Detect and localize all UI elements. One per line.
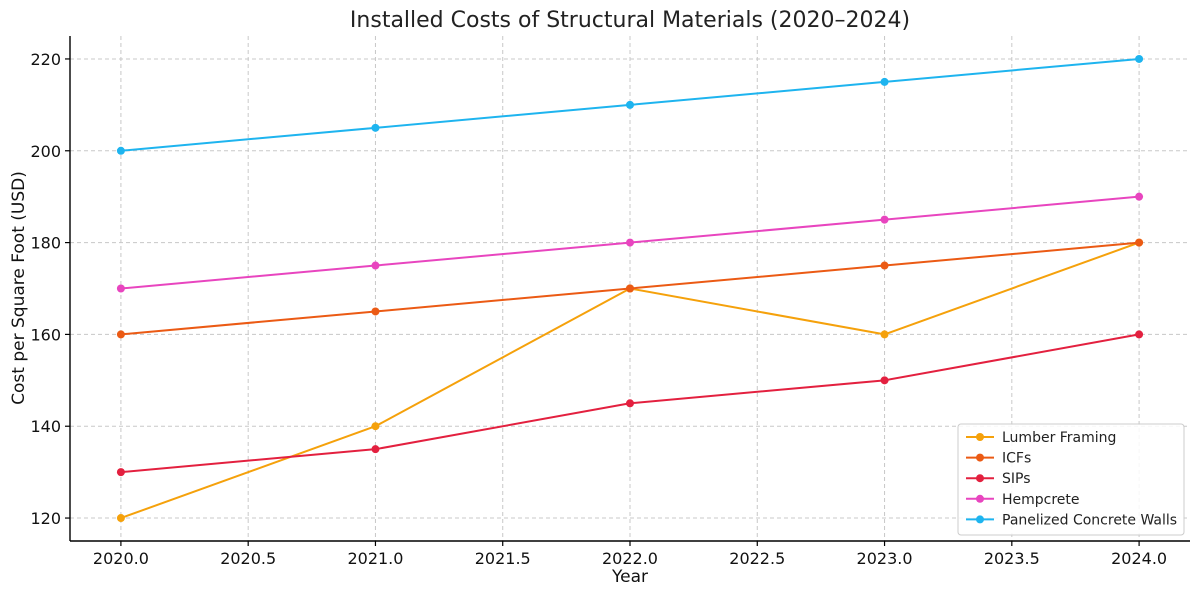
x-tick-label: 2021.5 — [475, 549, 531, 568]
y-tick-label: 220 — [30, 50, 61, 69]
legend-swatch-marker — [976, 433, 984, 441]
y-tick-label: 180 — [30, 234, 61, 253]
x-tick-label: 2023.0 — [857, 549, 913, 568]
data-point-icfs — [116, 330, 125, 339]
data-point-panelized-concrete-walls — [880, 77, 889, 86]
data-point-hempcrete — [371, 261, 380, 270]
x-tick-label: 2022.0 — [602, 549, 658, 568]
legend-item-lumber-framing: Lumber Framing — [966, 430, 1116, 446]
legend-label: Panelized Concrete Walls — [1002, 512, 1177, 528]
data-point-icfs — [371, 307, 380, 316]
legend-swatch-marker — [976, 474, 984, 483]
data-point-icfs — [880, 261, 889, 270]
data-point-sips — [1135, 330, 1144, 339]
x-axis-label: Year — [611, 567, 648, 587]
x-tick-label: 2022.5 — [729, 549, 785, 568]
data-point-hempcrete — [880, 215, 889, 224]
series-hempcrete — [116, 192, 1144, 293]
legend-box — [957, 423, 1185, 536]
legend: Lumber Framing ICFs SIPs Hempcrete Panelized… — [957, 423, 1185, 536]
data-point-lumber-framing — [880, 330, 889, 339]
axes: 2020.0 2020.5 2021.0 2021.5 2022.0 2022.5 2023… — [30, 36, 1190, 568]
data-point-lumber-framing — [116, 514, 125, 523]
legend-label: ICFs — [1002, 451, 1031, 467]
legend-swatch-marker — [976, 453, 984, 462]
data-point-lumber-framing — [371, 422, 380, 431]
x-tick-label: 2024.0 — [1111, 549, 1167, 568]
series-layer — [116, 54, 1144, 523]
y-tick-label: 140 — [30, 417, 61, 436]
data-point-icfs — [626, 284, 634, 293]
legend-swatch-marker — [976, 515, 984, 524]
legend-item-icfs: ICFs — [966, 451, 1031, 467]
data-point-hempcrete — [1135, 192, 1144, 201]
series-icfs — [116, 238, 1144, 339]
x-tick-label: 2020.5 — [220, 549, 276, 568]
x-tick-label: 2023.5 — [984, 549, 1040, 568]
legend-label: SIPs — [1002, 471, 1031, 487]
legend-label: Lumber Framing — [1002, 430, 1116, 446]
legend-item-hempcrete: Hempcrete — [966, 492, 1080, 508]
data-point-sips — [371, 445, 380, 454]
y-axis-label: Cost per Square Foot (USD) — [9, 171, 29, 405]
data-point-panelized-concrete-walls — [116, 146, 125, 155]
y-tick-label: 120 — [30, 509, 61, 528]
data-point-hempcrete — [626, 238, 634, 247]
data-point-sips — [116, 468, 125, 477]
data-point-panelized-concrete-walls — [626, 100, 634, 109]
series-panelized-concrete-walls — [116, 54, 1144, 155]
legend-swatch-marker — [976, 494, 984, 503]
y-tick-label: 200 — [30, 142, 61, 161]
data-point-panelized-concrete-walls — [1135, 54, 1144, 63]
data-point-sips — [880, 376, 889, 385]
legend-item-sips: SIPs — [966, 471, 1031, 487]
y-tick-label: 160 — [30, 325, 61, 344]
x-tick-label: 2020.0 — [93, 549, 149, 568]
data-point-panelized-concrete-walls — [371, 123, 380, 132]
legend-label: Hempcrete — [1002, 492, 1080, 508]
legend-item-panelized-concrete-walls: Panelized Concrete Walls — [966, 512, 1177, 528]
data-point-hempcrete — [116, 284, 125, 293]
data-point-sips — [626, 399, 634, 408]
chart-title: Installed Costs of Structural Materials … — [350, 8, 910, 33]
series-sips — [116, 330, 1144, 477]
data-point-icfs — [1135, 238, 1144, 247]
x-tick-label: 2021.0 — [347, 549, 403, 568]
